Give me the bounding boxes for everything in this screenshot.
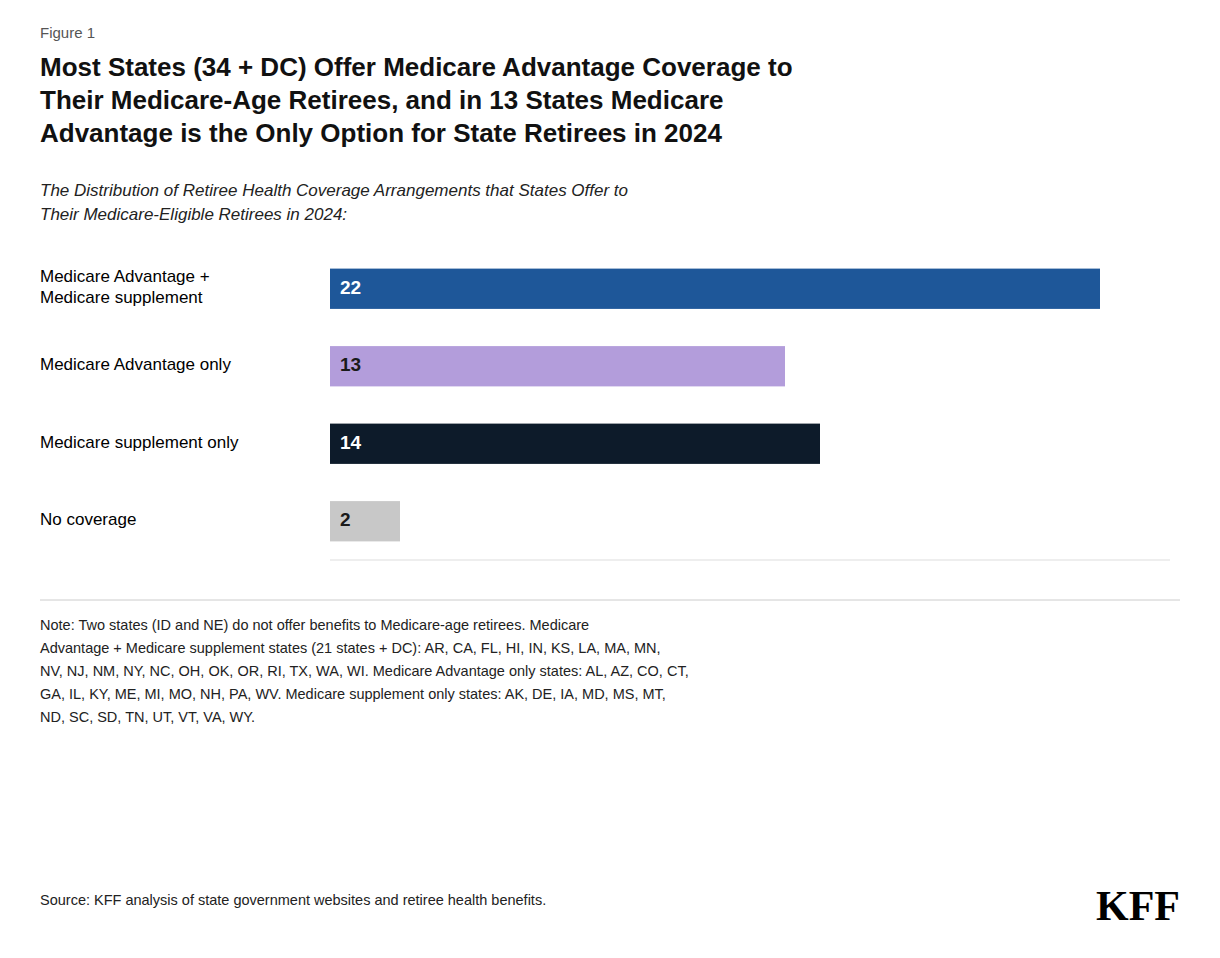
bar	[330, 269, 1100, 309]
source: Source: KFF analysis of state government…	[40, 892, 546, 908]
background	[0, 0, 1220, 958]
category-label: Medicare Advantage +Medicare supplement	[40, 268, 210, 308]
data-label: 2	[340, 509, 351, 530]
note: Note: Two states (ID and NE) do not offe…	[40, 617, 689, 725]
category-label: Medicare Advantage only	[40, 356, 231, 375]
category-label: No coverage	[40, 511, 136, 530]
data-label: 22	[340, 277, 361, 298]
bar	[330, 501, 400, 541]
title: Most States (34 + DC) Offer Medicare Adv…	[40, 52, 793, 148]
category-label: Medicare supplement only	[40, 433, 239, 452]
subtitle: The Distribution of Retiree Health Cover…	[40, 181, 628, 224]
data-label: 13	[340, 354, 361, 375]
x-axis-line	[330, 560, 1170, 561]
bars	[330, 269, 1100, 542]
separator	[40, 600, 1180, 601]
figure-label: Figure 1	[40, 24, 95, 41]
bar	[330, 346, 785, 386]
bar	[330, 424, 820, 464]
data-label: 14	[340, 432, 362, 453]
chart: Figure 1 Most States (34 + DC) Offer Medi…	[0, 0, 1220, 958]
data-labels: 22 13 14 2	[340, 277, 362, 531]
category-labels: Medicare Advantage +Medicare supplement M…	[40, 268, 239, 530]
logo: KFF	[1096, 883, 1180, 929]
